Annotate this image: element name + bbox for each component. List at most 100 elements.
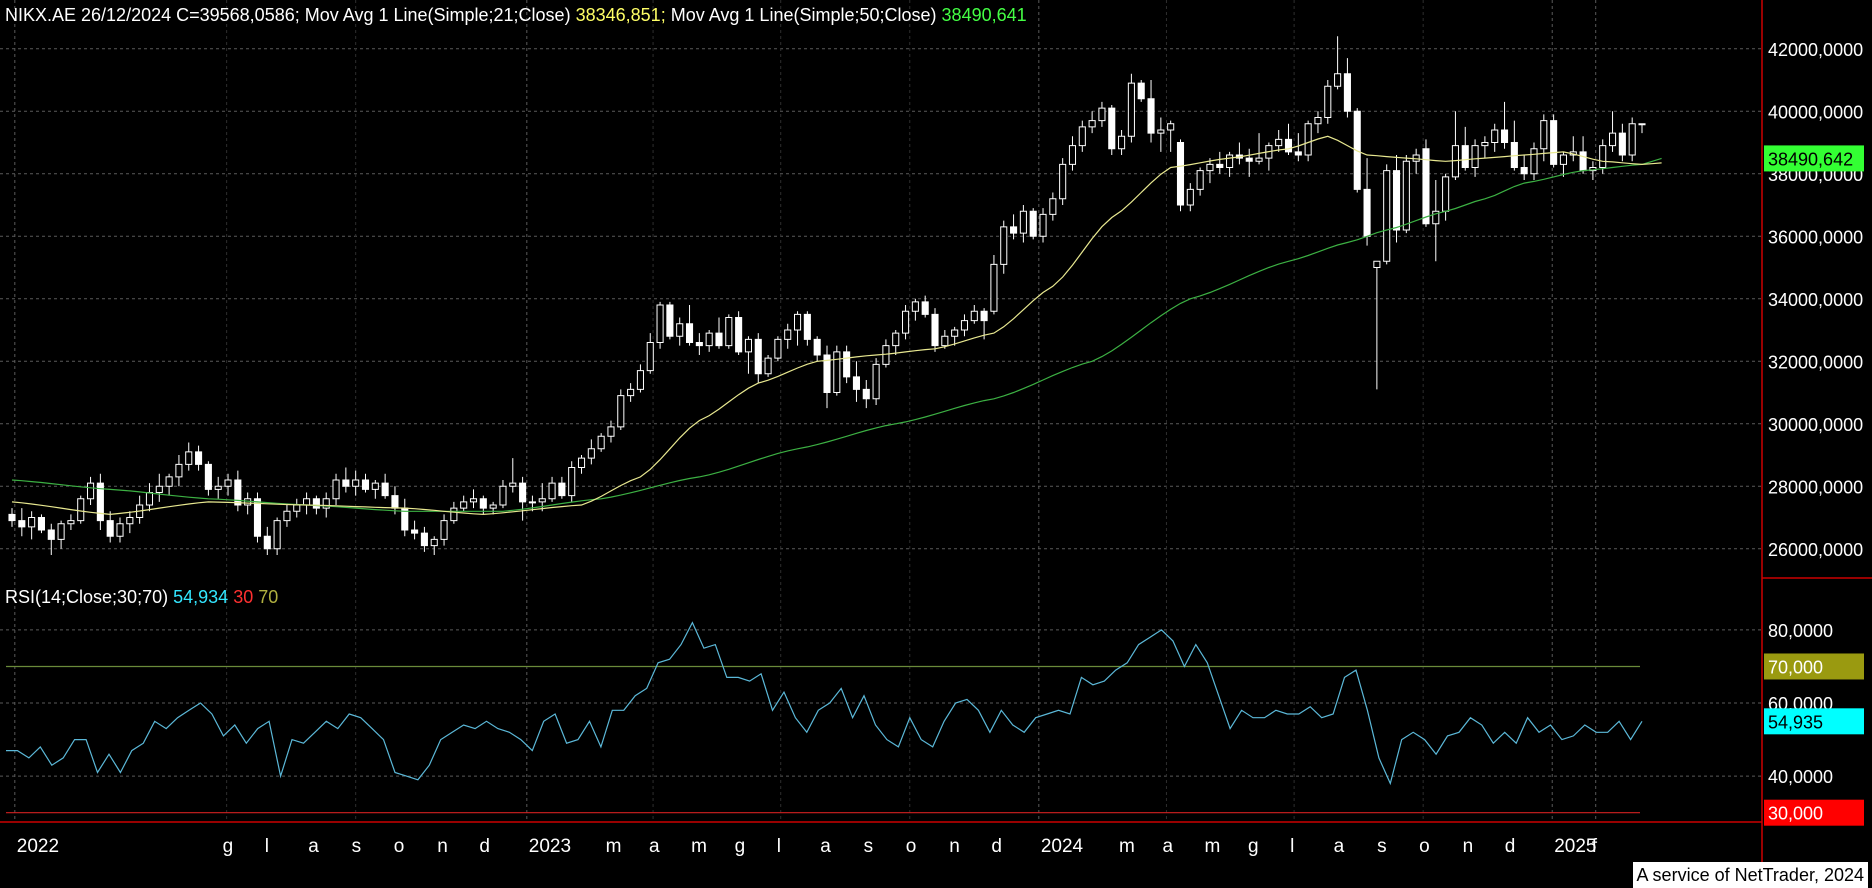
candle-up xyxy=(1019,210,1027,234)
candle-down xyxy=(342,479,350,487)
candle-up xyxy=(1304,123,1312,156)
candle-up xyxy=(371,482,379,490)
candle-up xyxy=(244,498,252,506)
candle-down xyxy=(420,532,428,547)
candle-up xyxy=(145,492,154,506)
x-tick-label: m xyxy=(1205,836,1221,857)
candle-up xyxy=(538,498,546,503)
candle-up xyxy=(1559,154,1567,165)
candle-up xyxy=(597,435,605,450)
candle-down xyxy=(1176,142,1185,206)
candle-up xyxy=(224,479,232,487)
candle-up xyxy=(57,523,65,540)
candle-down xyxy=(862,388,870,400)
ma50-legend-label: Mov Avg 1 Line(Simple;50;Close) xyxy=(670,5,937,25)
candle-down xyxy=(1294,151,1302,156)
candle-down xyxy=(1010,226,1018,234)
candle-up xyxy=(1039,213,1047,237)
candle-up xyxy=(87,482,95,500)
rsi-legend-label: RSI(14;Close;30;70) xyxy=(5,587,169,607)
candle-up xyxy=(676,323,684,337)
candle-up xyxy=(293,504,301,512)
candle-up xyxy=(784,329,792,340)
candle-up xyxy=(1275,138,1283,147)
rsi-line xyxy=(6,621,1643,786)
x-tick-label: 2024 xyxy=(1041,836,1084,857)
ma21-line xyxy=(11,135,1662,516)
price-tick-label: 36000,0000 xyxy=(1768,227,1863,247)
candle-up xyxy=(577,457,586,468)
candle-down xyxy=(195,451,203,465)
candle-up xyxy=(1000,226,1008,265)
candle-up xyxy=(1206,163,1214,172)
candle-down xyxy=(1422,148,1430,225)
candle-down xyxy=(96,482,104,522)
candle-down xyxy=(479,498,487,509)
candle-up xyxy=(1608,132,1617,147)
candle-down xyxy=(715,332,723,347)
candle-up xyxy=(1186,188,1194,206)
x-tick-label: d xyxy=(1505,836,1516,857)
candle-down xyxy=(8,513,16,522)
candlesticks xyxy=(8,36,1646,555)
candle-up xyxy=(656,304,664,343)
candle-down xyxy=(685,323,694,343)
x-tick-label: g xyxy=(1248,836,1259,857)
x-tick-label: f xyxy=(1592,836,1598,857)
candle-up xyxy=(1049,198,1057,215)
candle-up xyxy=(607,426,615,437)
x-tick-label: 2023 xyxy=(529,836,571,857)
candle-up xyxy=(1432,210,1440,225)
candle-up xyxy=(1402,160,1410,231)
price-last-badge-text: 38490,642 xyxy=(1768,149,1853,169)
rsi30-badge-bg xyxy=(1764,799,1864,826)
candle-down xyxy=(1461,145,1469,168)
price-tick-label: 40000,0000 xyxy=(1768,102,1863,122)
candle-up xyxy=(725,317,733,347)
x-tick-label: l xyxy=(1290,836,1294,857)
x-tick-label: d xyxy=(991,836,1002,857)
candle-up xyxy=(1599,145,1607,168)
x-tick-label: d xyxy=(479,836,490,857)
x-tick-label: l xyxy=(777,836,781,857)
candle-down xyxy=(558,482,566,497)
candle-down xyxy=(1029,210,1037,237)
x-tick-label: m xyxy=(606,836,622,857)
candle-up xyxy=(911,301,919,312)
candle-up xyxy=(460,501,468,509)
candle-up xyxy=(283,510,291,522)
x-tick-label: o xyxy=(1419,836,1430,857)
candle-down xyxy=(47,529,55,540)
rsi-last-badge-bg xyxy=(1764,708,1864,735)
candle-up xyxy=(1540,120,1548,150)
candle-down xyxy=(1520,167,1528,175)
candle-up xyxy=(744,338,752,353)
rsi-tick-label: 80,0000 xyxy=(1768,621,1833,641)
candle-up xyxy=(1314,117,1322,125)
candle-up xyxy=(627,388,635,397)
candle-up xyxy=(489,504,497,509)
candle-up xyxy=(509,482,517,487)
candle-up xyxy=(951,329,959,337)
price-tick-label: 42000,0000 xyxy=(1768,40,1863,60)
rsi70-badge-bg xyxy=(1764,653,1864,680)
moving-averages xyxy=(11,135,1662,516)
candle-up xyxy=(1226,154,1234,168)
candle-up xyxy=(165,476,173,487)
candle-up xyxy=(1373,260,1381,268)
rsi-legend-low: 30 xyxy=(233,587,254,607)
candle-up xyxy=(1383,170,1391,262)
candle-down xyxy=(1500,129,1509,143)
candle-up xyxy=(116,523,124,537)
candle-up xyxy=(1255,157,1263,162)
x-tick-label: g xyxy=(223,836,234,857)
candle-up xyxy=(1157,129,1165,134)
candle-up xyxy=(440,520,448,540)
candle-up xyxy=(322,498,330,509)
candle-down xyxy=(1550,120,1558,165)
candle-down xyxy=(106,520,114,537)
candle-up xyxy=(882,345,890,365)
candle-up xyxy=(941,335,949,347)
price-last-badge-bg xyxy=(1764,145,1864,172)
candle-down xyxy=(1618,132,1626,156)
